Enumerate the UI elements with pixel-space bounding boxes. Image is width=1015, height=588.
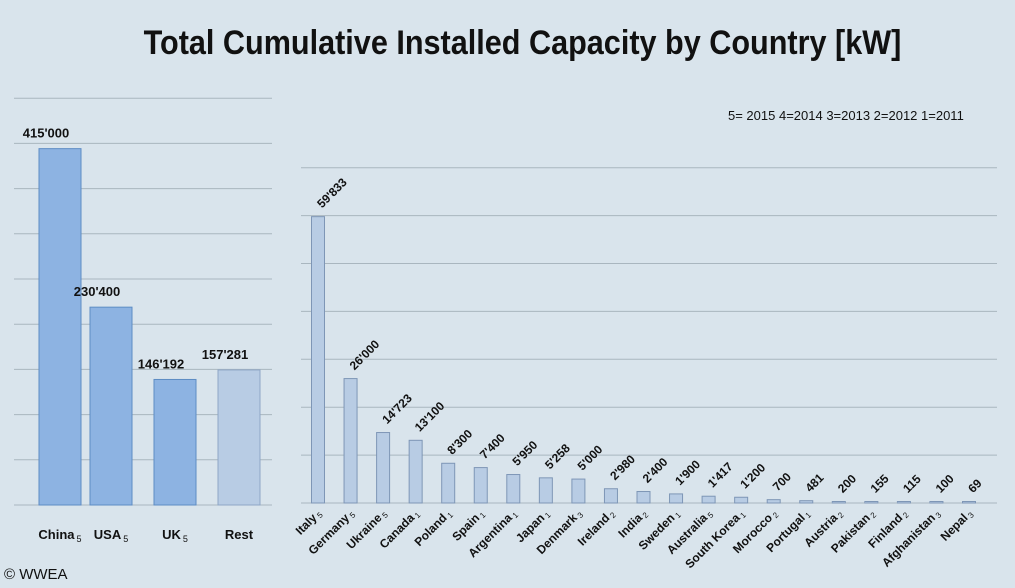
bar: [311, 216, 325, 504]
year-code: 5: [183, 534, 188, 544]
copyright-notice: © WWEA: [4, 566, 68, 583]
data-label: 100: [933, 471, 957, 495]
chart-title: Total Cumulative Installed Capacity by C…: [143, 24, 902, 62]
year-code: 3: [576, 510, 586, 520]
year-code: 2: [771, 510, 781, 520]
data-label: 481: [802, 471, 826, 495]
data-label: 115: [900, 472, 924, 496]
bar: [343, 378, 358, 504]
bar: [38, 148, 82, 506]
data-label: 5'258: [542, 441, 573, 472]
year-code: 2: [608, 510, 618, 520]
data-label: 1'900: [672, 457, 703, 488]
bar: [864, 501, 879, 504]
data-label: 5'000: [575, 442, 606, 473]
year-code: 1: [446, 510, 456, 520]
category-label: Afghanistan3: [879, 506, 944, 571]
bar: [669, 493, 684, 504]
right-bar-chart: 59'833Italy526'000Germany514'723Ukraine5…: [293, 167, 997, 572]
bar: [701, 495, 716, 504]
category-label: USA 5: [94, 527, 128, 544]
category-label: UK 5: [162, 527, 188, 544]
bar: [962, 501, 976, 504]
year-code: 1: [804, 510, 814, 520]
data-label: 59'833: [314, 175, 350, 211]
category-label: Ireland2: [575, 506, 618, 549]
left-bar-chart: 415'000 China 5 230'400 USA 5 146'192 UK 5 157'28…: [14, 97, 272, 544]
bar: [929, 501, 944, 504]
year-code: 3: [934, 510, 944, 520]
bar: [538, 477, 553, 504]
category-label: China 5: [38, 527, 81, 544]
data-label: 200: [835, 471, 859, 495]
data-label: 8'300: [444, 426, 475, 457]
bar: [376, 432, 391, 504]
data-label: 1'200: [737, 460, 768, 491]
year-code: 1: [478, 510, 488, 520]
year-code-legend: 5= 2015 4=2014 3=2013 2=2012 1=2011: [728, 108, 964, 123]
bar: [766, 499, 781, 504]
data-label: 415'000: [23, 126, 69, 141]
data-label: 13'100: [412, 399, 448, 435]
year-code: 2: [641, 510, 651, 520]
data-label: 14'723: [379, 391, 415, 427]
data-label: 69: [965, 476, 985, 496]
year-code: 5: [315, 510, 325, 520]
bar: [217, 369, 261, 506]
year-code: 1: [543, 510, 553, 520]
data-label: 7'400: [477, 431, 508, 462]
category-label: Denmark3: [534, 506, 586, 558]
category-label: Nepal3: [938, 506, 977, 545]
data-label: 2'400: [640, 455, 671, 486]
data-label: 146'192: [138, 356, 184, 371]
category-label: Poland1: [412, 506, 456, 550]
year-code: 3: [966, 510, 976, 520]
year-code: 5: [77, 534, 82, 544]
year-code: 5: [380, 510, 390, 520]
category-label: Rest: [225, 527, 254, 542]
year-code: 5: [123, 534, 128, 544]
bar: [89, 306, 133, 506]
year-code: 2: [869, 510, 879, 520]
data-label: 2'980: [607, 452, 638, 483]
bar: [734, 496, 749, 504]
year-code: 1: [738, 510, 748, 520]
data-label: 700: [770, 469, 794, 493]
bar: [603, 488, 618, 504]
bar: [571, 478, 586, 504]
year-code: 1: [511, 510, 521, 520]
bar: [408, 439, 423, 504]
year-code: 2: [836, 510, 846, 520]
year-code: 1: [673, 510, 683, 520]
data-label: 155: [868, 471, 892, 495]
bar: [153, 378, 197, 506]
bar: [473, 467, 488, 504]
bar: [896, 501, 911, 504]
data-label: 5'950: [510, 438, 541, 469]
data-label: 1'417: [705, 459, 736, 490]
bar: [441, 462, 456, 504]
data-label: 230'400: [74, 284, 120, 299]
bar: [506, 474, 521, 504]
category-label: Germany5: [305, 506, 357, 558]
year-code: 5: [706, 510, 716, 520]
bar: [799, 500, 814, 504]
data-label: 26'000: [347, 337, 383, 373]
bar: [636, 491, 651, 504]
year-code: 5: [348, 510, 358, 520]
data-label: 157'281: [202, 347, 248, 362]
year-code: 1: [413, 510, 423, 520]
bar: [831, 501, 846, 504]
year-code: 2: [901, 510, 911, 520]
